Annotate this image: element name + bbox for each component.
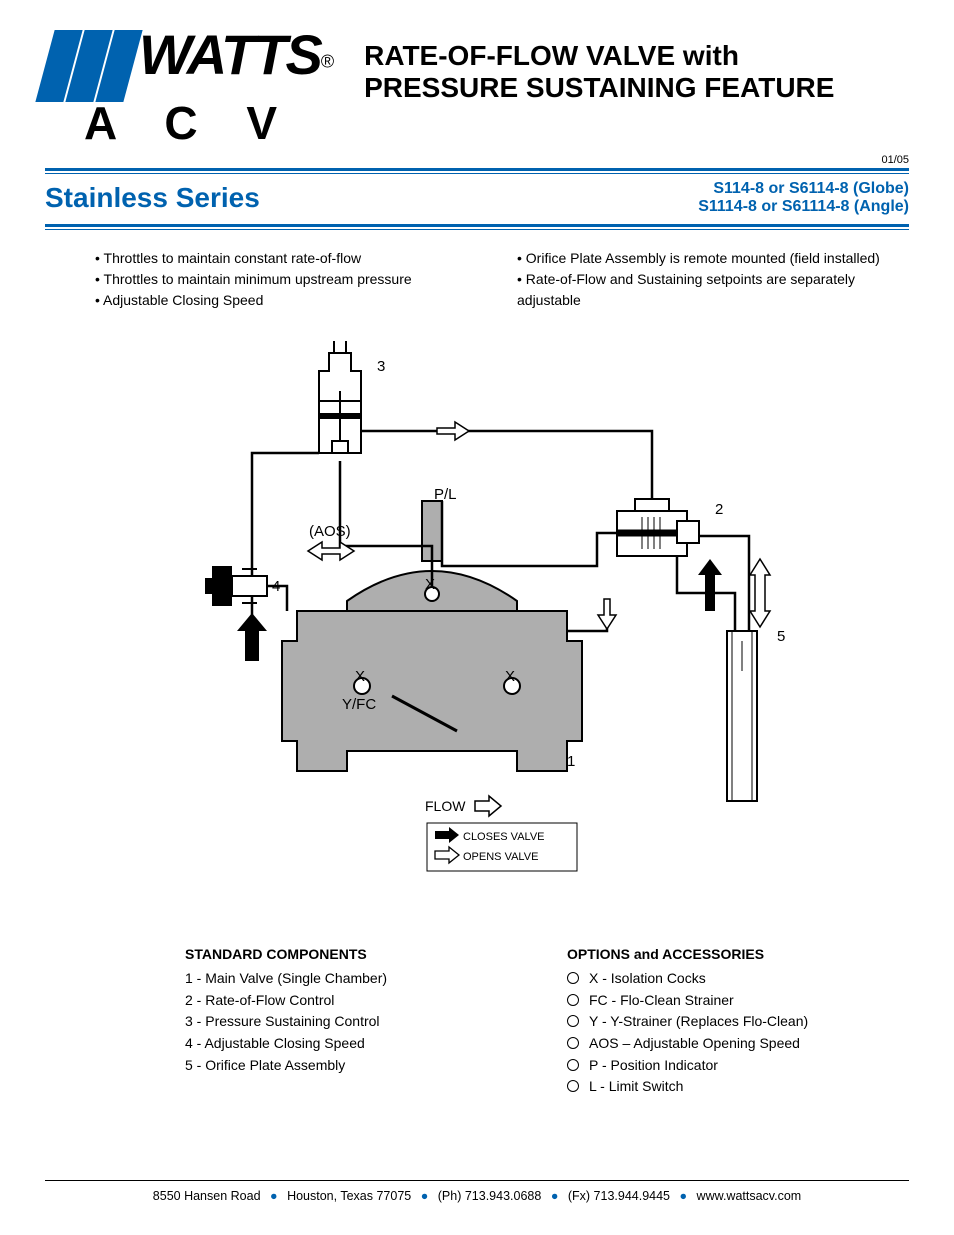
svg-text:P/L: P/L bbox=[434, 486, 457, 503]
header: WATTS® A C V RATE-OF-FLOW VALVE with PRE… bbox=[45, 30, 909, 146]
series-title: Stainless Series bbox=[45, 182, 260, 214]
model-globe: S114-8 or S6114-8 (Globe) bbox=[698, 180, 909, 198]
doc-date: 01/05 bbox=[45, 154, 909, 166]
component-sections: STANDARD COMPONENTS 1 - Main Valve (Sing… bbox=[185, 946, 909, 1098]
pressure-sustaining-icon bbox=[319, 341, 361, 453]
feature-item: Orifice Plate Assembly is remote mounted… bbox=[517, 248, 909, 269]
svg-text:4: 4 bbox=[272, 578, 280, 595]
standard-item: 3 - Pressure Sustaining Control bbox=[185, 1011, 527, 1033]
standard-components: STANDARD COMPONENTS 1 - Main Valve (Sing… bbox=[185, 946, 527, 1098]
divider-thick bbox=[45, 168, 909, 171]
bullet-icon: ● bbox=[680, 1189, 688, 1203]
standard-item: 2 - Rate-of-Flow Control bbox=[185, 990, 527, 1012]
main-valve-body-icon bbox=[282, 501, 582, 771]
feature-item: Throttles to maintain minimum upstream p… bbox=[95, 269, 487, 290]
bullet-icon: ● bbox=[421, 1189, 429, 1203]
feature-bullets: Throttles to maintain constant rate-of-f… bbox=[95, 248, 909, 311]
rate-of-flow-icon bbox=[617, 499, 699, 556]
option-item: AOS – Adjustable Opening Speed bbox=[567, 1033, 909, 1055]
svg-text:FLOW: FLOW bbox=[425, 798, 466, 814]
feature-item: Rate-of-Flow and Sustaining setpoints ar… bbox=[517, 269, 909, 311]
options-list: X - Isolation Cocks FC - Flo-Clean Strai… bbox=[567, 968, 909, 1098]
option-item: Y - Y-Strainer (Replaces Flo-Clean) bbox=[567, 1011, 909, 1033]
flow-legend: FLOW CLOSES VALVE OPENS VALVE bbox=[425, 796, 577, 871]
standard-title: STANDARD COMPONENTS bbox=[185, 946, 527, 962]
logo-registered-icon: ® bbox=[321, 52, 334, 72]
svg-text:(AOS): (AOS) bbox=[309, 523, 351, 540]
logo-acv-text: A C V bbox=[84, 100, 295, 146]
valve-diagram: 3 2 4 5 1 P/L (AOS) X X X Y/FC FLOW CLOS… bbox=[45, 331, 909, 916]
svg-text:5: 5 bbox=[777, 628, 785, 645]
option-item: X - Isolation Cocks bbox=[567, 968, 909, 990]
bullet-icon: ● bbox=[270, 1189, 278, 1203]
model-numbers: S114-8 or S6114-8 (Globe) S1114-8 or S61… bbox=[698, 180, 909, 216]
divider-thick-2 bbox=[45, 224, 909, 227]
orifice-plate-icon bbox=[727, 631, 757, 801]
closing-speed-icon bbox=[205, 566, 267, 606]
title-line-2: PRESSURE SUSTAINING FEATURE bbox=[364, 72, 909, 104]
feature-item: Adjustable Closing Speed bbox=[95, 290, 487, 311]
svg-text:CLOSES VALVE: CLOSES VALVE bbox=[463, 831, 545, 843]
footer-city: Houston, Texas 77075 bbox=[287, 1189, 411, 1203]
svg-text:1: 1 bbox=[567, 753, 575, 770]
option-item: L - Limit Switch bbox=[567, 1076, 909, 1098]
option-item: FC - Flo-Clean Strainer bbox=[567, 990, 909, 1012]
subheader: Stainless Series S114-8 or S6114-8 (Glob… bbox=[45, 174, 909, 222]
svg-text:X: X bbox=[425, 576, 435, 593]
bullet-icon: ● bbox=[551, 1189, 559, 1203]
logo-bars-icon bbox=[45, 30, 133, 102]
model-angle: S1114-8 or S61114-8 (Angle) bbox=[698, 198, 909, 216]
feature-item: Throttles to maintain constant rate-of-f… bbox=[95, 248, 487, 269]
logo-watts-text: WATTS bbox=[139, 23, 321, 86]
features-right: Orifice Plate Assembly is remote mounted… bbox=[517, 248, 909, 311]
options-accessories: OPTIONS and ACCESSORIES X - Isolation Co… bbox=[567, 946, 909, 1098]
footer-phone: (Ph) 713.943.0688 bbox=[438, 1189, 542, 1203]
svg-text:OPENS VALVE: OPENS VALVE bbox=[463, 851, 538, 863]
svg-text:X: X bbox=[355, 668, 365, 685]
options-title: OPTIONS and ACCESSORIES bbox=[567, 946, 909, 962]
page-title: RATE-OF-FLOW VALVE with PRESSURE SUSTAIN… bbox=[364, 30, 909, 104]
svg-text:2: 2 bbox=[715, 501, 723, 518]
option-item: P - Position Indicator bbox=[567, 1055, 909, 1077]
standard-list: 1 - Main Valve (Single Chamber) 2 - Rate… bbox=[185, 968, 527, 1076]
divider-thin-2 bbox=[45, 229, 909, 230]
footer-addr: 8550 Hansen Road bbox=[153, 1189, 261, 1203]
standard-item: 4 - Adjustable Closing Speed bbox=[185, 1033, 527, 1055]
footer-web: www.wattsacv.com bbox=[697, 1189, 802, 1203]
features-left: Throttles to maintain constant rate-of-f… bbox=[95, 248, 487, 311]
svg-text:Y/FC: Y/FC bbox=[342, 696, 376, 713]
svg-text:X: X bbox=[505, 668, 515, 685]
title-line-1: RATE-OF-FLOW VALVE with bbox=[364, 40, 909, 72]
standard-item: 5 - Orifice Plate Assembly bbox=[185, 1055, 527, 1077]
standard-item: 1 - Main Valve (Single Chamber) bbox=[185, 968, 527, 990]
logo: WATTS® A C V bbox=[45, 30, 334, 146]
footer: 8550 Hansen Road ● Houston, Texas 77075 … bbox=[45, 1180, 909, 1203]
svg-text:3: 3 bbox=[377, 358, 385, 375]
footer-fax: (Fx) 713.944.9445 bbox=[568, 1189, 670, 1203]
